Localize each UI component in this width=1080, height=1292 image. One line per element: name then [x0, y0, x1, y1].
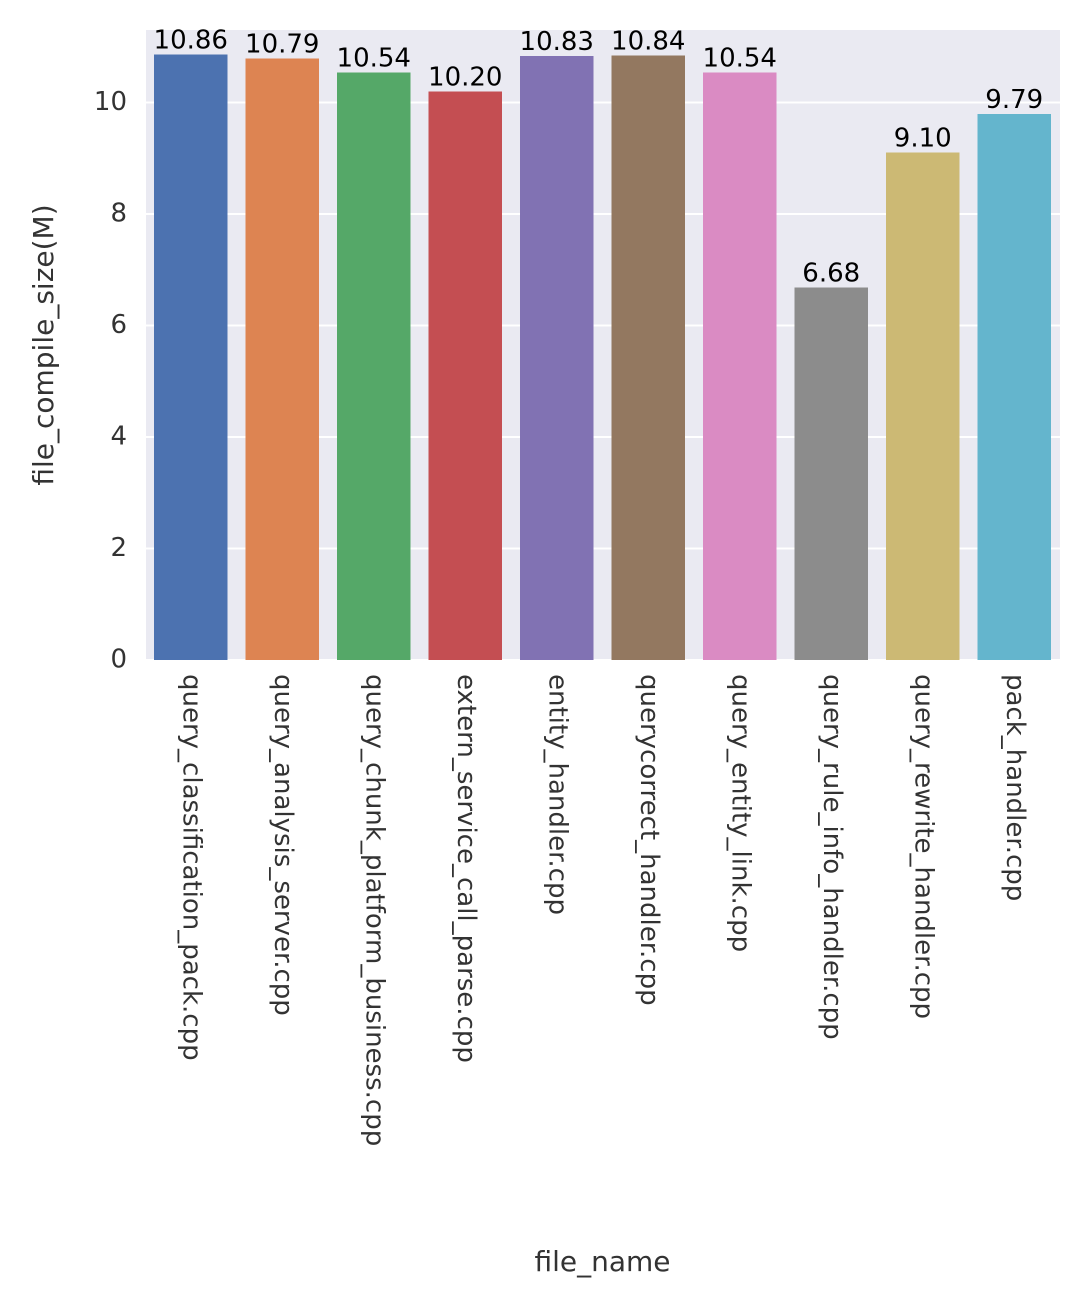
bar-value-label: 10.79	[245, 29, 319, 59]
bar-value-label: 10.86	[154, 26, 228, 56]
bar	[612, 56, 685, 660]
x-tick-label: entity_handler.cpp	[542, 674, 572, 915]
bar	[429, 91, 502, 660]
x-tick-label: querycorrect_handler.cpp	[634, 674, 664, 1006]
y-tick-label: 6	[110, 310, 127, 340]
bar	[886, 153, 959, 660]
y-tick-label: 10	[94, 87, 127, 117]
bar	[520, 56, 593, 660]
bar-value-label: 6.68	[802, 259, 860, 289]
bar-value-label: 10.54	[703, 43, 777, 73]
y-tick-label: 2	[110, 533, 127, 563]
bar	[703, 72, 776, 660]
bar-value-label: 10.83	[520, 27, 594, 57]
x-tick-label: query_rewrite_handler.cpp	[908, 674, 938, 1019]
y-axis-label: file_compile_size(M)	[27, 204, 60, 485]
bar	[795, 288, 868, 660]
y-tick-label: 8	[110, 198, 127, 228]
x-axis-label: file_name	[534, 1245, 670, 1278]
x-tick-label: extern_service_call_parse.cpp	[451, 674, 481, 1063]
x-tick-label: query_rule_info_handler.cpp	[817, 674, 847, 1040]
x-tick-label: query_chunk_platform_business.cpp	[359, 674, 389, 1146]
bar	[154, 55, 227, 660]
bar-value-label: 10.54	[337, 43, 411, 73]
y-tick-label: 4	[110, 421, 127, 451]
bar	[978, 114, 1051, 660]
x-tick-label: query_entity_link.cpp	[725, 674, 755, 952]
y-tick-label: 0	[110, 645, 127, 675]
bar-value-label: 10.84	[611, 27, 685, 57]
x-tick-label: query_classification_pack.cpp	[176, 674, 206, 1061]
bar-value-label: 9.10	[894, 124, 952, 154]
compile-size-bar-chart: 0 2 4 6 8 10 10.86 query_classification_pack.cp…	[0, 0, 1080, 1292]
bar	[246, 58, 319, 660]
bar-value-label: 9.79	[985, 85, 1043, 115]
bar	[337, 72, 410, 660]
x-tick-label: pack_handler.cpp	[1000, 674, 1030, 901]
x-tick-label: query_analysis_server.cpp	[268, 674, 298, 1016]
bar-value-label: 10.20	[428, 62, 502, 92]
